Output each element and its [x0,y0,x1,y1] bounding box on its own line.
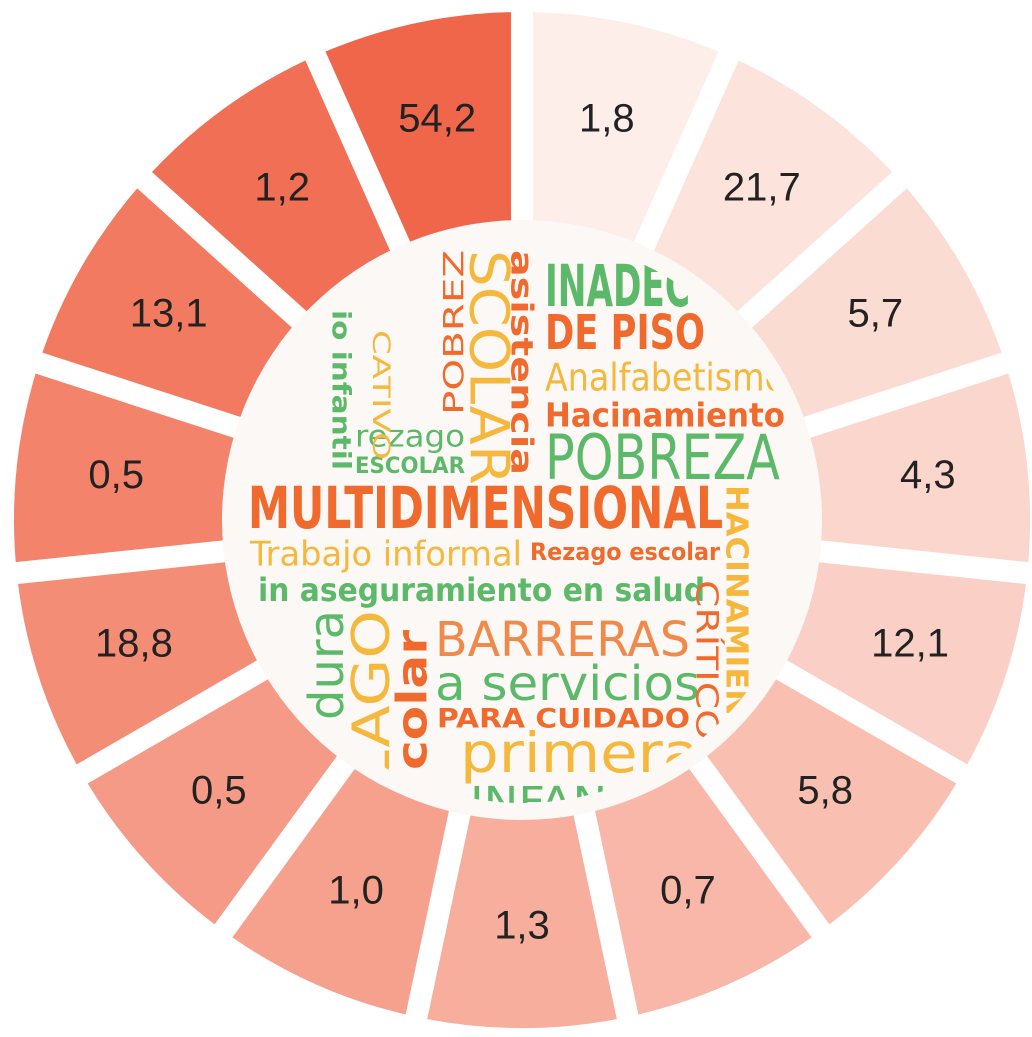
word: SCOLAR [457,250,520,485]
word: Hacinamiento [545,396,785,435]
value-label: 4,3 [900,453,956,497]
word: Rezago escolar [530,538,720,566]
value-label: 1,3 [494,904,550,948]
word: PARA CUIDADO [437,704,690,735]
segment [87,677,340,925]
word: POBREZA [545,421,780,494]
value-label: 0,7 [660,868,716,912]
segment [806,373,1031,563]
word: ESCOLAR [355,454,465,479]
value-label: 12,1 [871,622,949,666]
word: Analfabetismo [545,356,785,400]
word: in aseguramiento en salud [258,571,705,609]
value-label: 1,8 [579,96,635,140]
value-label: 21,7 [723,165,801,209]
segment [18,561,261,765]
word: io infantil [326,310,356,470]
center-disc [222,220,822,820]
word: MULTIDIMENSIONAL [248,474,723,542]
segment [42,188,295,419]
value-label: 13,1 [130,292,208,336]
word: dura [299,610,355,720]
segment [151,60,392,314]
segment [14,373,238,563]
segment [325,12,511,246]
value-label: 0,5 [88,453,144,497]
word: rezago [355,420,465,455]
segment [652,60,893,314]
segment [533,12,719,246]
segment [427,811,617,1029]
word: Trabajo informal [249,535,522,575]
segment [232,765,450,1015]
word: DE PISO [545,305,705,361]
value-label: 1,2 [254,165,310,209]
segment [749,188,1002,419]
word: a servicios [435,656,700,712]
value-label: 18,8 [95,622,173,666]
value-label: 0,5 [191,769,247,813]
word: POBREZ [437,250,470,415]
value-label: 5,8 [797,769,853,813]
word: BARRERAS [435,612,690,668]
value-label: 1,0 [328,868,384,912]
wedges: 1,8 21,7 5,7 4,3 12,1 5,8 0,7 1,3 1,0 0,5 18,8 0,5 1… [14,12,1031,1029]
segment [594,765,812,1015]
word: CRÍTICO [689,580,725,740]
word: CATIVO [367,330,395,460]
value-label: 5,7 [848,292,904,336]
value-label: 54,2 [398,96,476,140]
word: asistencia [504,250,539,475]
word: colar [388,630,437,770]
segment [783,561,1026,765]
segment [704,677,957,925]
